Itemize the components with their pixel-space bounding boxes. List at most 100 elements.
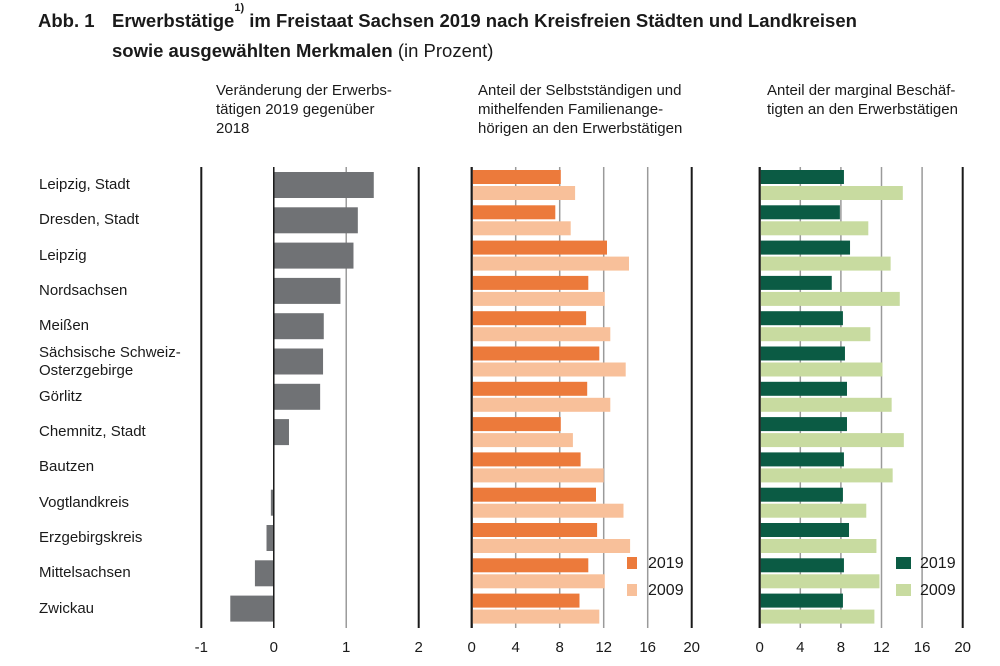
legend-label-2019: 2019 <box>648 555 684 572</box>
bar-self-employed-2009 <box>472 574 605 589</box>
panel-1-subtitle: Veränderung der Erwerbs- tätigen 2019 ge… <box>216 82 392 137</box>
title-rest: im Freistaat Sachsen 2019 nach Kreisfrei… <box>244 10 857 31</box>
bar-change <box>273 383 321 410</box>
bar-change <box>273 277 341 304</box>
bar-marginal-2009 <box>760 221 869 236</box>
bar-marginal-2019 <box>760 240 851 255</box>
bar-marginal-2009 <box>760 186 903 200</box>
bar-marginal-2019 <box>760 558 844 573</box>
title-line-2: sowie ausgewählten Merkmalen (in Prozent… <box>112 36 493 66</box>
bar-self-employed-2009 <box>472 609 600 624</box>
bar-marginal-2009 <box>760 362 883 377</box>
bar-marginal-2019 <box>760 381 847 396</box>
bar-marginal-2009 <box>760 609 875 624</box>
bar-self-employed-2019 <box>472 240 607 255</box>
bar-self-employed-2009 <box>472 291 605 306</box>
x-tick-label: 2 <box>415 639 423 656</box>
bar-self-employed-2019 <box>472 311 587 326</box>
x-tick-label: 12 <box>595 639 612 656</box>
bar-marginal-2009 <box>760 539 877 553</box>
bar-self-employed-2009 <box>472 468 604 483</box>
row-label: Nordsachsen <box>39 281 128 299</box>
bar-marginal-2019 <box>760 452 844 467</box>
footnote-marker: 1) <box>234 2 245 14</box>
bar-marginal-2009 <box>760 574 880 589</box>
bar-self-employed-2019 <box>472 417 561 432</box>
bar-change <box>273 348 324 375</box>
x-tick-label: 20 <box>954 639 971 656</box>
bar-self-employed-2019 <box>472 523 598 537</box>
x-tick-label: 20 <box>683 639 700 656</box>
legend-swatch-2009 <box>896 584 911 596</box>
bar-self-employed-2009 <box>472 256 629 271</box>
bar-marginal-2019 <box>760 346 845 361</box>
bar-self-employed-2009 <box>472 539 631 553</box>
row-label: Mittelsachsen <box>39 564 131 582</box>
figure-number: Abb. 1 <box>38 10 95 31</box>
bar-change <box>273 207 358 234</box>
row-label: Dresden, Stadt <box>39 211 140 229</box>
bar-self-employed-2009 <box>472 221 571 236</box>
bar-marginal-2009 <box>760 397 892 412</box>
x-tick-label: 1 <box>342 639 350 656</box>
bar-self-employed-2019 <box>472 593 580 608</box>
bar-marginal-2009 <box>760 503 867 518</box>
row-label: Erzgebirgskreis <box>39 529 143 546</box>
bar-change <box>230 595 274 622</box>
legend-label-2019: 2019 <box>920 555 956 572</box>
x-tick-label: 0 <box>270 639 278 656</box>
title-unit: (in Prozent) <box>392 40 494 61</box>
bar-marginal-2009 <box>760 468 893 483</box>
bar-marginal-2019 <box>760 170 844 184</box>
row-label: Görlitz <box>39 387 83 405</box>
bar-change <box>254 560 274 587</box>
bar-marginal-2019 <box>760 523 850 537</box>
x-tick-label: 8 <box>837 639 845 656</box>
bar-self-employed-2019 <box>472 452 581 467</box>
legend-swatch-2019 <box>627 557 637 569</box>
x-tick-label: 16 <box>914 639 931 656</box>
bar-marginal-2019 <box>760 417 847 432</box>
bar-self-employed-2019 <box>472 381 588 396</box>
row-label: Sächsische Schweiz- Osterzgebirge <box>39 343 181 379</box>
row-label: Chemnitz, Stadt <box>39 423 146 441</box>
x-tick-label: 4 <box>512 639 520 656</box>
bar-self-employed-2009 <box>472 503 624 518</box>
bar-marginal-2009 <box>760 256 891 271</box>
x-tick-label: -1 <box>195 639 208 656</box>
row-label: Bautzen <box>39 458 95 476</box>
bar-marginal-2019 <box>760 593 843 608</box>
bar-marginal-2009 <box>760 433 904 448</box>
x-tick-label: 0 <box>468 639 476 656</box>
bar-self-employed-2009 <box>472 186 576 200</box>
x-tick-label: 0 <box>756 639 764 656</box>
title-line-1: Erwerbstätige1) im Freistaat Sachsen 201… <box>112 3 857 36</box>
x-tick-label: 4 <box>796 639 804 656</box>
bar-self-employed-2009 <box>472 397 611 412</box>
panel-2-subtitle: Anteil der Selbstständigen und mithelfen… <box>478 82 683 137</box>
bar-change <box>273 419 289 446</box>
title-main: Erwerbstätige <box>112 10 235 31</box>
bar-self-employed-2019 <box>472 205 556 220</box>
bar-self-employed-2019 <box>472 558 589 573</box>
row-label: Zwickau <box>39 599 95 617</box>
row-label: Leipzig <box>39 246 87 264</box>
x-tick-label: 16 <box>639 639 656 656</box>
bar-change <box>273 313 324 340</box>
title-line-2-bold: sowie ausgewählten Merkmalen <box>112 40 393 61</box>
row-label: Vogtlandkreis <box>39 493 130 511</box>
legend-label-2009: 2009 <box>648 582 684 599</box>
bar-self-employed-2009 <box>472 327 611 342</box>
x-tick-label: 8 <box>556 639 564 656</box>
bar-self-employed-2019 <box>472 487 596 502</box>
bar-change <box>266 525 274 551</box>
bar-marginal-2009 <box>760 291 900 306</box>
row-label: Meißen <box>39 317 90 335</box>
legend-swatch-2009 <box>627 584 637 596</box>
legend-label-2009: 2009 <box>920 582 956 599</box>
bar-marginal-2019 <box>760 205 840 220</box>
bar-self-employed-2009 <box>472 433 573 448</box>
bar-self-employed-2019 <box>472 170 561 184</box>
x-tick-label: 12 <box>873 639 890 656</box>
